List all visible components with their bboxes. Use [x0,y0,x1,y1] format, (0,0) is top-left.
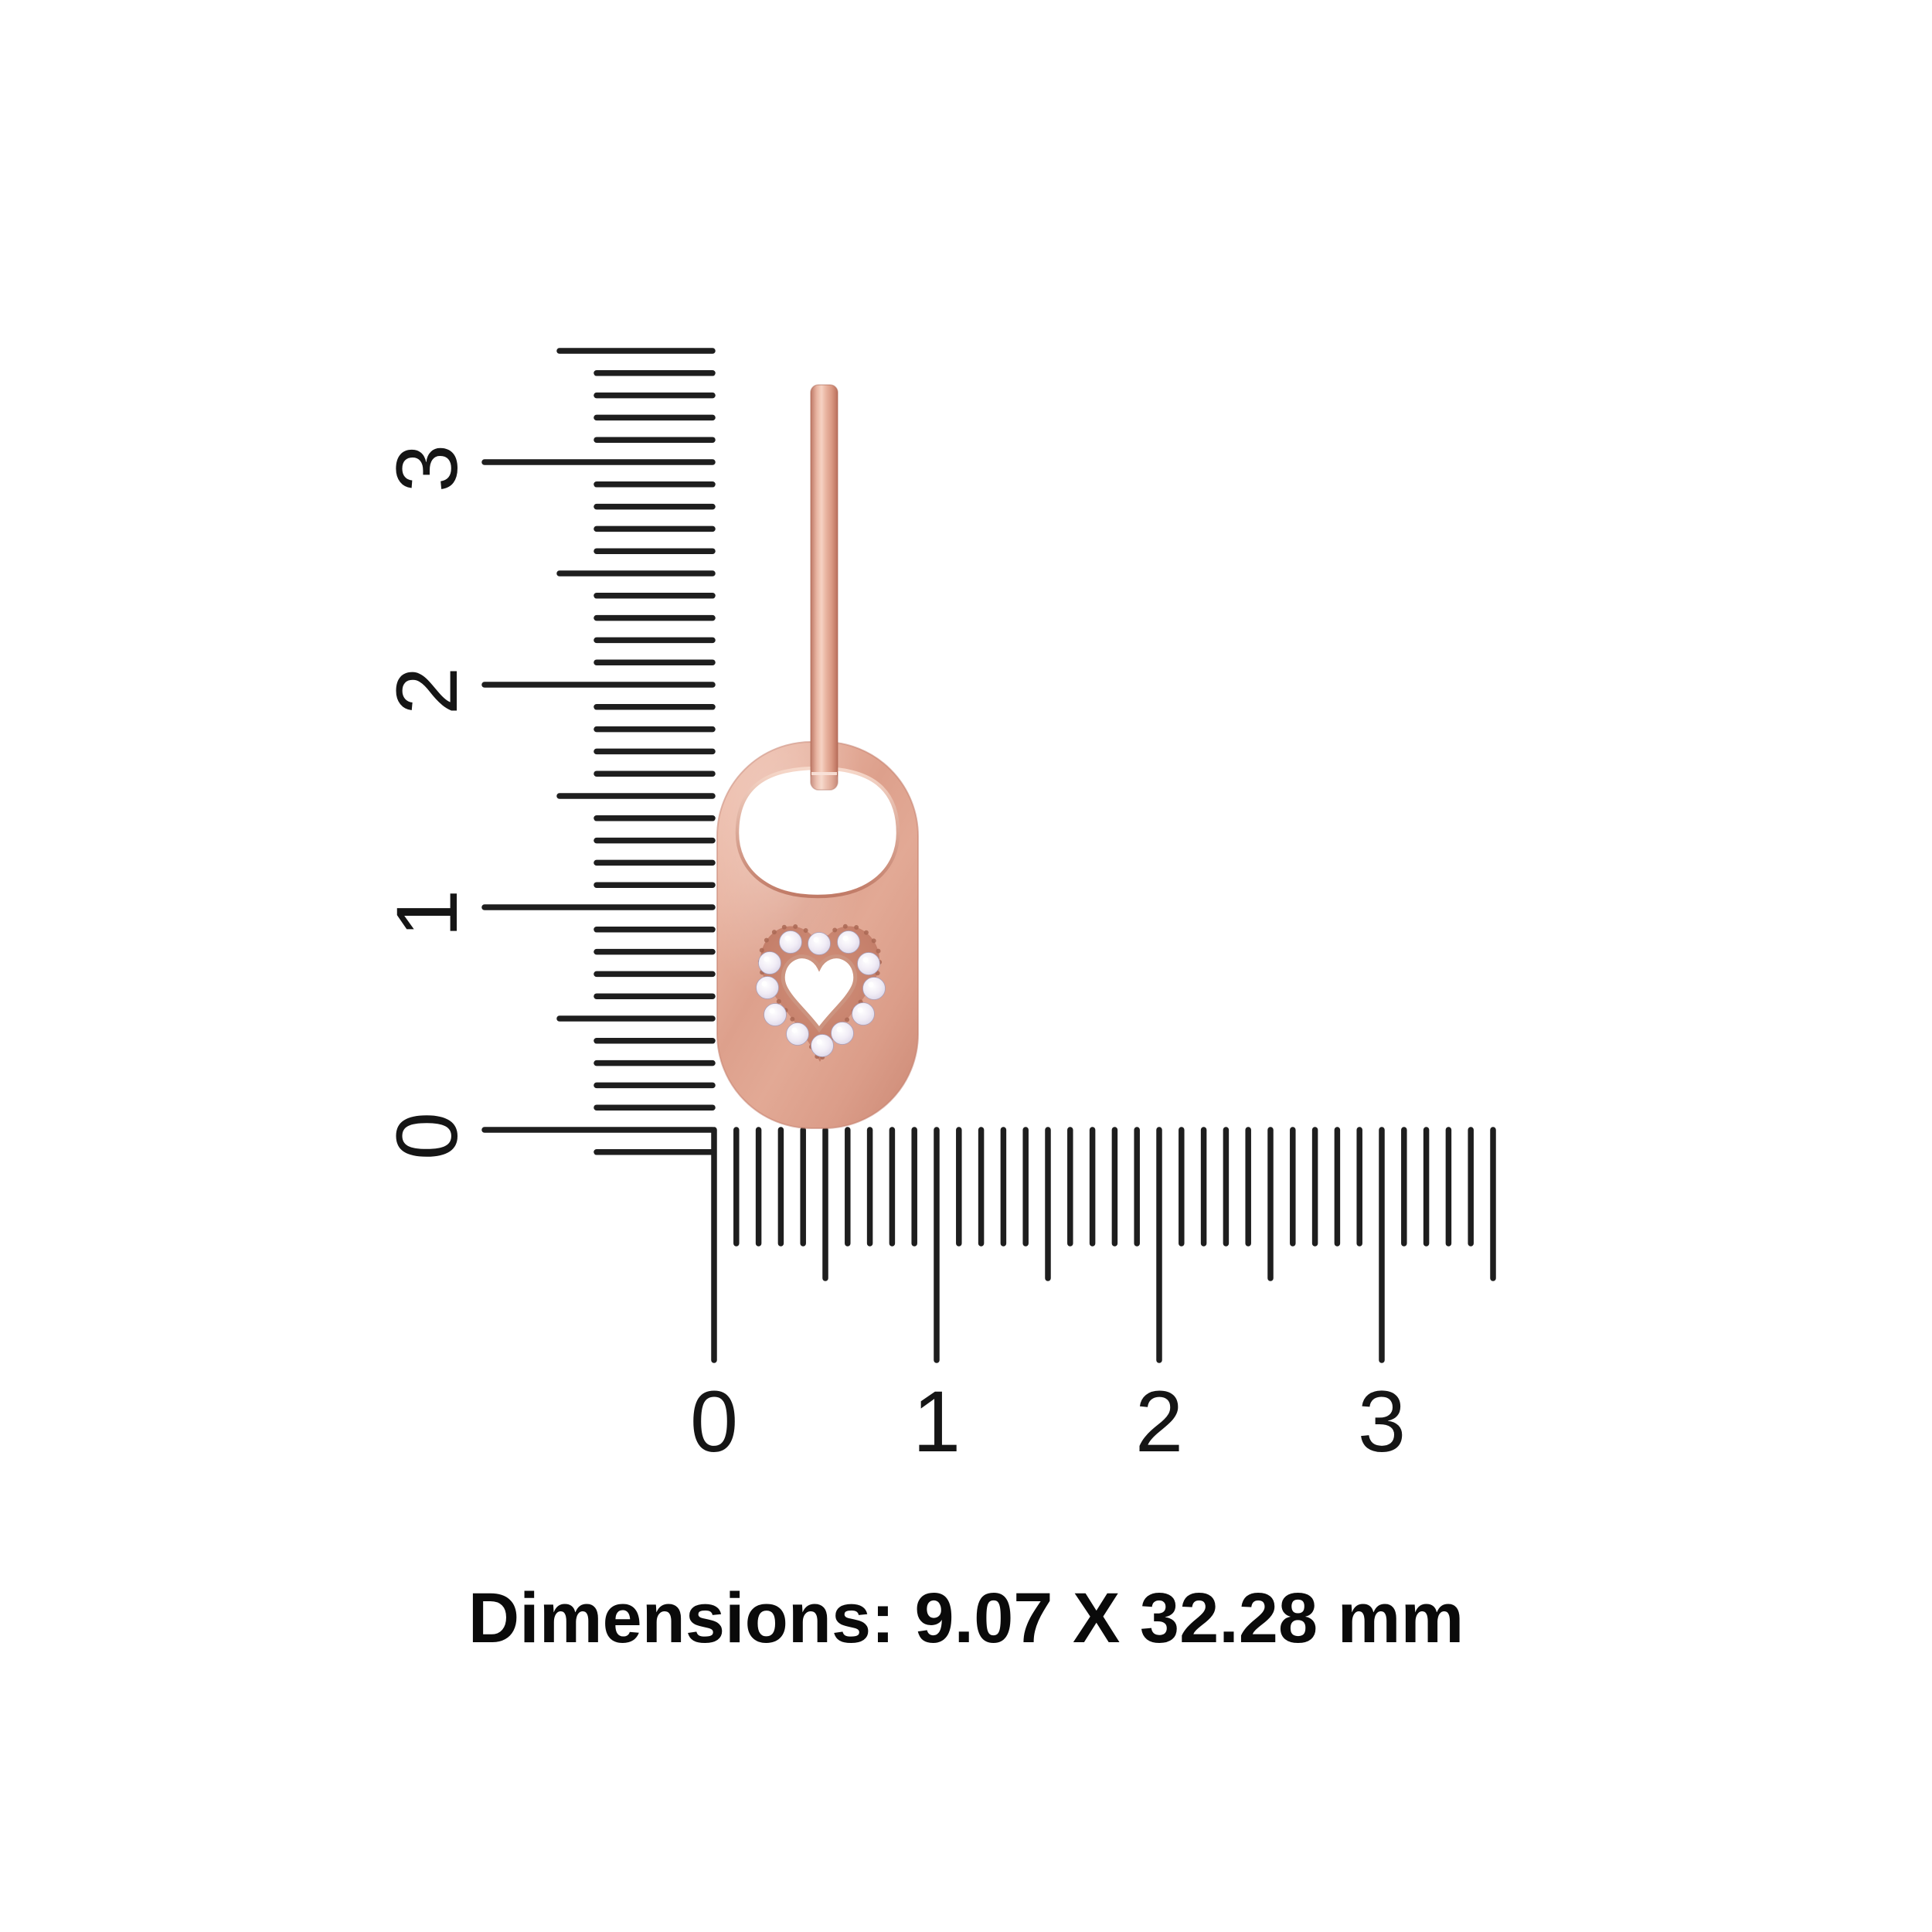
vertical-ruler-number: 3 [379,444,475,492]
heart-hole [781,954,858,1033]
diamond-stone [837,930,860,954]
stone-sparkle [761,981,767,987]
diamond-stone [786,1022,809,1046]
stone-sparkle [816,1039,822,1045]
tag-oval-hole [735,766,900,899]
stone-sparkle [769,1008,775,1014]
diamond-stone [779,930,802,954]
earring [716,384,919,1129]
horizontal-ruler-number: 3 [1358,1373,1406,1470]
vertical-ruler-number: 2 [379,667,475,715]
stone-sparkle [813,937,819,943]
diamond-stone [831,1022,854,1045]
diamond-stone [811,1034,834,1057]
diamond-stone [756,976,779,999]
diamond-stone [764,1003,787,1026]
ear-wire-tip [811,774,838,790]
horizontal-ruler: 0 1 2 3 [690,1127,1496,1470]
vertical-ruler: 0 1 2 3 [379,348,716,1160]
diamond-stone [758,951,781,975]
stone-sparkle [764,956,770,962]
stone-sparkle [836,1026,842,1032]
vertical-ruler-number: 0 [379,1112,475,1160]
stone-sparkle [791,1027,798,1033]
stone-sparkle [842,935,849,941]
horizontal-ruler-number: 2 [1135,1373,1183,1470]
horizontal-ruler-number: 0 [690,1373,738,1470]
diamond-stone [862,977,886,1000]
ear-wire-bar [810,384,838,791]
stone-sparkle [868,981,874,988]
stone-sparkle [857,1007,863,1013]
dimensions-caption: Dimensions: 9.07 X 32.28 mm [468,1579,1464,1658]
vertical-ruler-number: 1 [379,889,475,937]
ear-wire [810,384,838,791]
stone-sparkle [862,957,869,963]
diamond-stone [808,932,831,955]
horizontal-ruler-number: 1 [913,1373,961,1470]
stone-sparkle [784,935,791,941]
diamond-stones [756,930,886,1057]
diamond-stone [852,1002,875,1026]
diamond-stone [857,952,880,975]
